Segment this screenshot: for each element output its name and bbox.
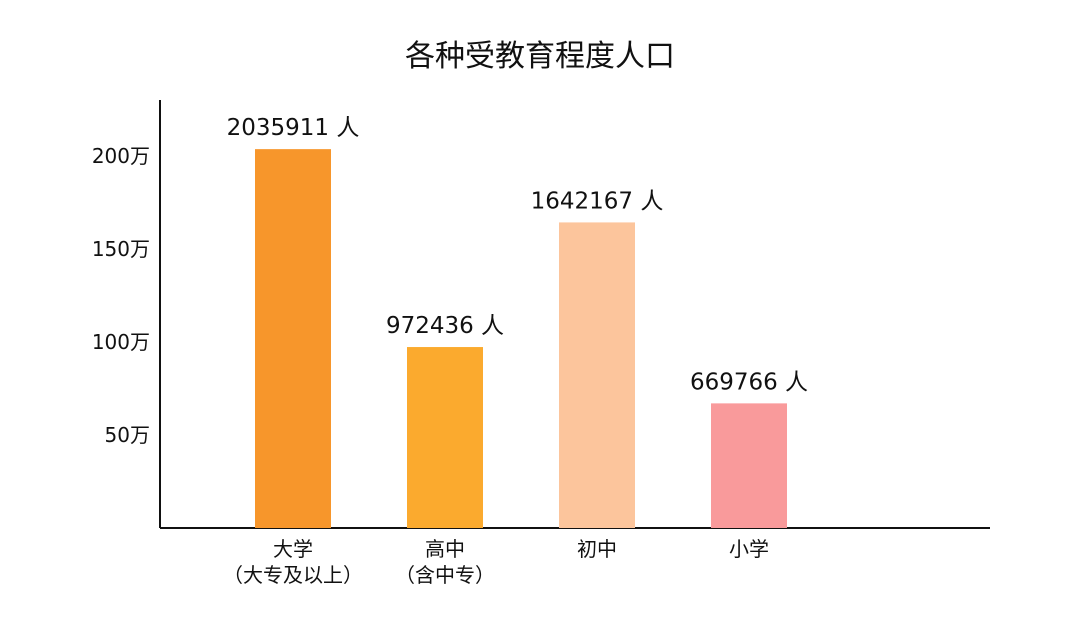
bar bbox=[711, 403, 787, 528]
category-label: 初中 bbox=[577, 537, 617, 561]
y-tick-label: 150万 bbox=[92, 237, 150, 261]
bar-data-label: 1642167 人 bbox=[531, 188, 664, 214]
bars bbox=[255, 149, 787, 529]
bar bbox=[407, 347, 483, 528]
y-tick-label: 200万 bbox=[92, 144, 150, 168]
chart-title: 各种受教育程度人口 bbox=[405, 39, 675, 74]
y-tick-label: 50万 bbox=[105, 423, 150, 447]
category-sublabel: （大专及以上） bbox=[223, 563, 363, 587]
bar-data-label: 972436 人 bbox=[386, 313, 504, 339]
category-label: 小学 bbox=[729, 537, 769, 561]
category-sublabel: （含中专） bbox=[395, 563, 495, 587]
category-labels: 大学（大专及以上） 高中（含中专） 初中 小学 bbox=[223, 537, 769, 587]
y-tick-labels: 50万 100万 150万 200万 bbox=[92, 144, 150, 447]
bar-data-label: 669766 人 bbox=[690, 369, 808, 395]
bar-data-label: 2035911 人 bbox=[227, 115, 360, 141]
data-labels: 2035911 人 972436 人 1642167 人 669766 人 bbox=[227, 115, 808, 395]
category-label: 高中 bbox=[425, 537, 465, 561]
category-label: 大学 bbox=[273, 537, 313, 561]
bar bbox=[255, 149, 331, 528]
y-tick-label: 100万 bbox=[92, 330, 150, 354]
bar bbox=[559, 222, 635, 529]
